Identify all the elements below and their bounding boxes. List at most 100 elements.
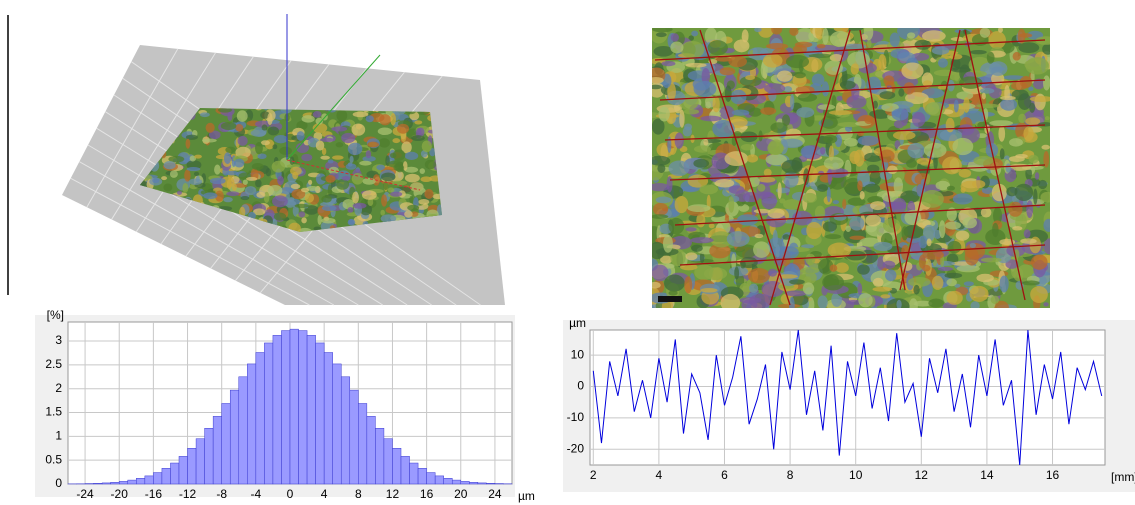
plane-grid-line [87, 144, 359, 306]
texture-blob [710, 231, 733, 248]
texture-blob [850, 63, 859, 75]
texture-blob [931, 46, 950, 55]
texture-blob [907, 142, 925, 159]
texture-blob [265, 168, 272, 177]
texture-blob [1018, 113, 1026, 124]
texture-blob [652, 214, 669, 219]
texture-blob [392, 138, 401, 144]
texture-blob [942, 156, 962, 175]
texture-blob [980, 257, 1002, 263]
histogram-bar [486, 483, 496, 485]
texture-blob [842, 198, 847, 210]
texture-blob [163, 161, 176, 170]
texture-blob [168, 155, 185, 163]
histogram-bar [366, 416, 376, 485]
texture-blob [1023, 229, 1031, 239]
texture-blob [661, 60, 676, 67]
texture-blob [424, 188, 434, 199]
texture-blob [194, 154, 202, 159]
texture-blob [923, 224, 936, 242]
texture-blob [882, 260, 896, 269]
histogram-bar [383, 438, 393, 485]
texture-blob [321, 195, 332, 203]
micrograph [652, 28, 1050, 308]
texture-blob [242, 179, 248, 185]
texture-blob [1041, 144, 1050, 150]
texture-blob [272, 144, 278, 150]
plot-area [589, 329, 1106, 466]
texture-blob [921, 30, 946, 42]
histogram-bar [400, 456, 410, 485]
texture-blob [1033, 78, 1045, 90]
texture-blob [942, 98, 965, 105]
texture-blob [969, 242, 976, 248]
texture-blob [693, 80, 717, 98]
texture-blob [327, 184, 333, 197]
texture-blob [857, 180, 863, 192]
texture-blob [826, 186, 831, 203]
texture-blob [320, 155, 330, 160]
texture-blob [808, 53, 833, 59]
texture-blob [1033, 188, 1038, 205]
texture-blob [999, 148, 1005, 160]
texture-blob [986, 51, 995, 64]
texture-blob [864, 115, 874, 125]
texture-blob [707, 40, 728, 56]
texture-blob [719, 67, 736, 76]
texture-blob [879, 149, 895, 163]
texture-blob [392, 149, 406, 161]
texture-blob [733, 39, 750, 53]
texture-blob [789, 279, 805, 285]
texture-blob [922, 80, 932, 87]
texture-blob [345, 163, 357, 170]
texture-blob [772, 229, 778, 248]
x-tick-label: 12 [915, 468, 929, 482]
texture-blob [205, 122, 215, 133]
texture-blob [225, 170, 239, 176]
texture-blob [969, 49, 987, 55]
texture-blob [735, 244, 758, 259]
texture-blob [1018, 42, 1040, 54]
texture-blob [301, 217, 307, 224]
texture-blob [666, 176, 673, 193]
texture-blob [836, 95, 843, 101]
x-tick-label: 16 [1046, 468, 1060, 482]
texture-blob [679, 109, 685, 128]
texture-blob [987, 288, 1004, 297]
texture-blob [873, 241, 893, 252]
texture-blob [905, 92, 929, 105]
texture-blob [657, 163, 666, 173]
histogram-bar [460, 481, 470, 485]
histogram-bar [264, 342, 274, 485]
texture-blob [857, 264, 870, 275]
y-tick-label: 0 [55, 476, 62, 490]
texture-blob [817, 295, 828, 308]
texture-blob [380, 172, 396, 182]
x-tick-label: -8 [216, 487, 227, 501]
texture-blob [833, 213, 847, 221]
scan-lines [654, 29, 1046, 306]
texture-blob [749, 283, 759, 294]
texture-blob [802, 282, 815, 295]
texture-blob [429, 148, 436, 157]
texture-blob [715, 57, 733, 62]
texture-blob [220, 122, 237, 131]
texture-blob [404, 166, 419, 173]
texture-blob [939, 129, 963, 142]
texture-blob [1025, 117, 1041, 126]
texture-blob [980, 207, 992, 218]
texture-blob [887, 165, 898, 175]
texture-blob [240, 195, 250, 201]
texture-blob [1044, 116, 1050, 121]
histogram-bar [375, 428, 385, 485]
texture-blob [674, 132, 684, 149]
histogram-bar [469, 482, 479, 485]
texture-blob [362, 155, 376, 162]
texture-blob [699, 184, 718, 195]
texture-blob [1002, 75, 1025, 80]
texture-blob [953, 99, 959, 113]
texture-blob [260, 140, 270, 146]
texture-blob [920, 190, 944, 208]
texture-blob [272, 195, 288, 208]
texture-blob [336, 179, 350, 190]
